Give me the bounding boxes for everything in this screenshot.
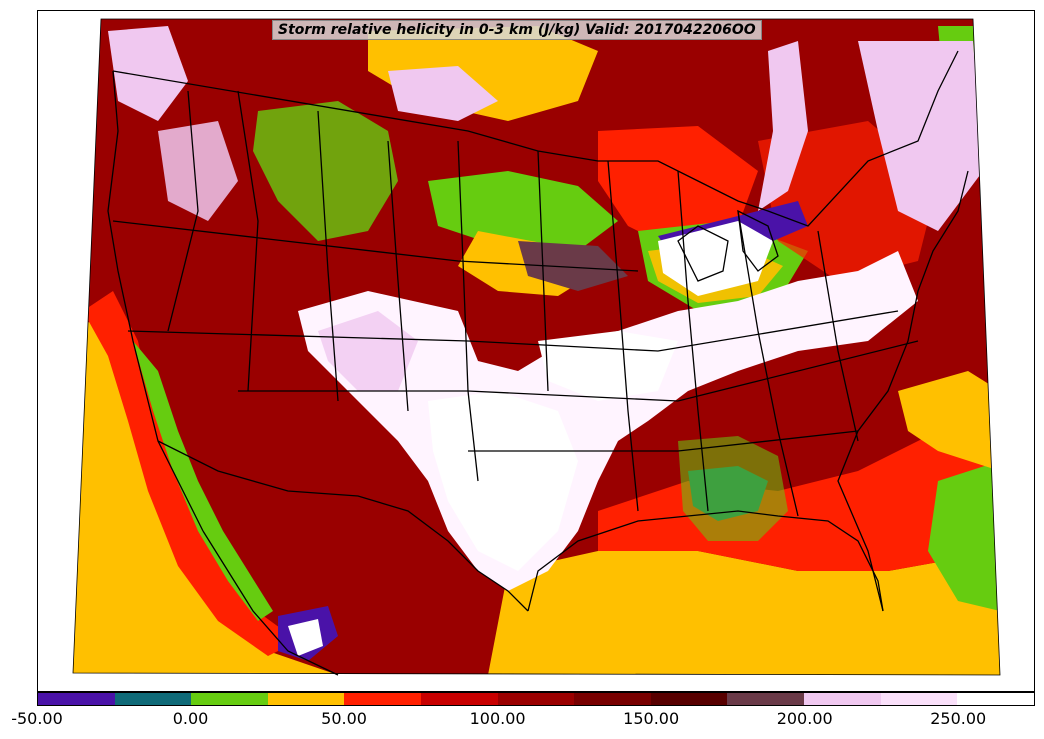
green-region-southeast <box>928 461 1000 611</box>
white-region-baja <box>288 619 323 656</box>
gulf-coast <box>527 510 884 612</box>
white-region-ohio <box>538 331 678 401</box>
colorbar-labels: -50.00 0.00 50.00 100.00 150.00 200.00 250.00 <box>0 709 1044 733</box>
white-region-southplains <box>428 391 578 571</box>
maroon-region-plains <box>518 241 628 291</box>
orange-region-east <box>898 371 1000 471</box>
pink-halo-central <box>318 311 418 391</box>
colorbar <box>37 692 1035 706</box>
colorbar-tick-label: 50.00 <box>321 709 367 728</box>
green-region-west <box>133 341 273 621</box>
colorbar-segment <box>957 693 1034 705</box>
colorbar-segment <box>650 693 728 705</box>
colorbar-segment <box>727 693 805 705</box>
state-lines-west <box>167 90 409 412</box>
red-region-west <box>83 291 298 656</box>
green-region-plains <box>428 171 618 251</box>
red-region-midwest <box>598 126 758 251</box>
helicity-map <box>72 18 1001 676</box>
great-lakes-outline <box>677 209 779 282</box>
colorbar-segment <box>267 693 345 705</box>
atlantic-coast <box>837 170 969 612</box>
colorbar-tick-label: 0.00 <box>172 709 209 728</box>
mexico-pacific-coast <box>202 530 339 676</box>
colorbar-tick-label: 100.00 <box>469 709 526 728</box>
colorbar-segment <box>344 693 422 705</box>
green-region-rockies <box>253 101 398 241</box>
colorbar-segment <box>574 693 651 705</box>
map-frame <box>37 10 1035 692</box>
pink-region-ontario <box>388 66 498 121</box>
state-lines-horizontal <box>112 220 919 452</box>
colorbar-tick-label: 150.00 <box>623 709 680 728</box>
colorbar-tick-label: -50.00 <box>11 709 63 728</box>
orange-region-south <box>488 551 1000 675</box>
colorbar-tick-label: 200.00 <box>776 709 833 728</box>
pink-region-canada <box>758 41 808 211</box>
boundaries <box>107 50 969 676</box>
orange-region-west <box>73 311 338 675</box>
colorbar-tick-label: 250.00 <box>930 709 987 728</box>
colorbar-segment <box>880 693 958 705</box>
colorbar-segment <box>497 693 575 705</box>
pacific-coast <box>107 70 204 532</box>
pink-region-northwest <box>108 26 188 121</box>
state-lines-central <box>457 140 639 512</box>
colorbar-segment <box>421 693 498 705</box>
colorbar-segment <box>114 693 192 705</box>
us-mexico-border <box>157 440 529 612</box>
state-lines-east <box>677 170 859 517</box>
field-shading <box>73 26 1000 675</box>
domain-outline <box>72 18 1001 676</box>
red-region-south <box>598 431 1000 571</box>
colorbar-segment <box>191 693 268 705</box>
colorbar-segment <box>38 693 115 705</box>
pink-region-idaho <box>158 121 238 221</box>
colorbar-segment <box>804 693 881 705</box>
map-title: Storm relative helicity in 0-3 km (J/kg)… <box>272 20 762 40</box>
